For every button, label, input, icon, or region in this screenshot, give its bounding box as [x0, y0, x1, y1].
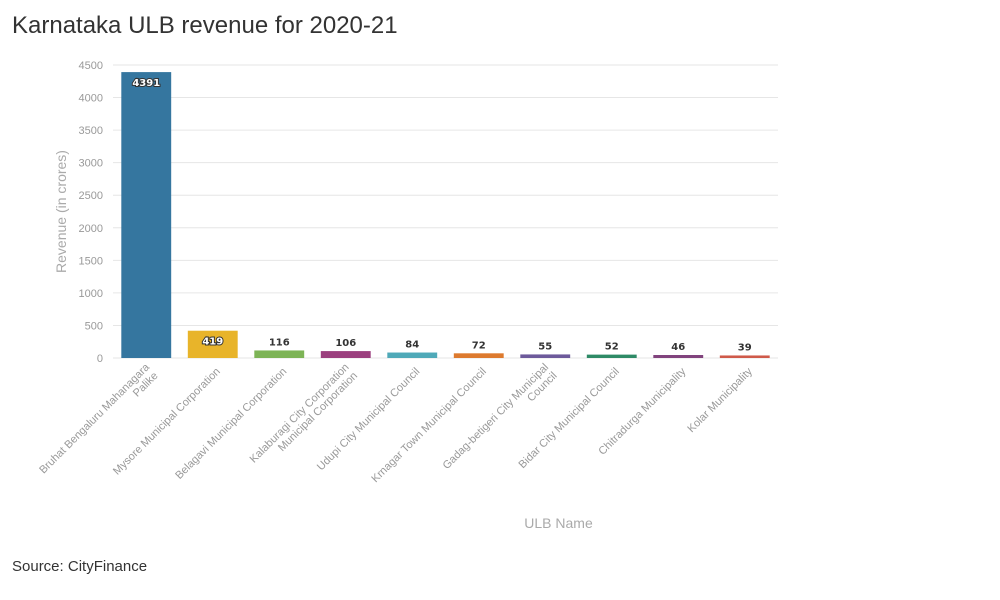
bar	[387, 352, 438, 358]
x-tick-label: Kolar Municipality	[685, 365, 755, 435]
y-tick-label: 2500	[79, 190, 103, 202]
x-tick-label: Kalaburagi City CorporationMunicipal Cor…	[248, 361, 361, 474]
y-tick-label: 0	[97, 353, 103, 365]
x-tick-label: Bruhat Bengaluru MahanagaraPalike	[37, 361, 161, 485]
y-tick-label: 2000	[79, 223, 103, 235]
bar	[520, 354, 571, 358]
data-label: 116	[269, 337, 290, 348]
bar	[187, 330, 238, 358]
data-label: 55	[538, 341, 552, 352]
bar	[121, 72, 172, 359]
y-axis-title: Revenue (in crores)	[53, 150, 69, 273]
source-note: Source: CityFinance	[12, 558, 148, 575]
bar	[653, 355, 704, 358]
bar	[719, 355, 770, 358]
chart-title: Karnataka ULB revenue for 2020-21	[12, 12, 398, 39]
data-label: 106	[335, 338, 356, 349]
bar	[586, 354, 637, 358]
y-tick-label: 1000	[79, 288, 103, 300]
y-tick-label: 3500	[79, 125, 103, 137]
y-tick-label: 500	[85, 320, 103, 332]
x-tick-label: Belagavi Municipal Corporation	[173, 366, 289, 482]
data-label: 52	[605, 342, 619, 353]
y-tick-label: 4500	[79, 60, 103, 72]
data-label: 39	[738, 342, 752, 353]
data-label: 72	[472, 340, 486, 351]
y-tick-label: 4000	[79, 93, 103, 105]
bar	[254, 350, 305, 358]
y-tick-label: 3000	[79, 158, 103, 170]
x-tick-label: Krnagar Town Municipal Council	[369, 366, 488, 485]
y-tick-label: 1500	[79, 255, 103, 267]
data-label: 4391	[132, 78, 160, 89]
bar	[453, 353, 504, 358]
data-label: 46	[671, 342, 685, 353]
bar	[320, 351, 371, 358]
data-label: 84	[405, 340, 419, 351]
x-axis-title: ULB Name	[524, 515, 593, 531]
data-label: 419	[202, 337, 223, 348]
x-tick-label: Gadag-betigeri City MunicipalCouncil	[441, 361, 560, 480]
